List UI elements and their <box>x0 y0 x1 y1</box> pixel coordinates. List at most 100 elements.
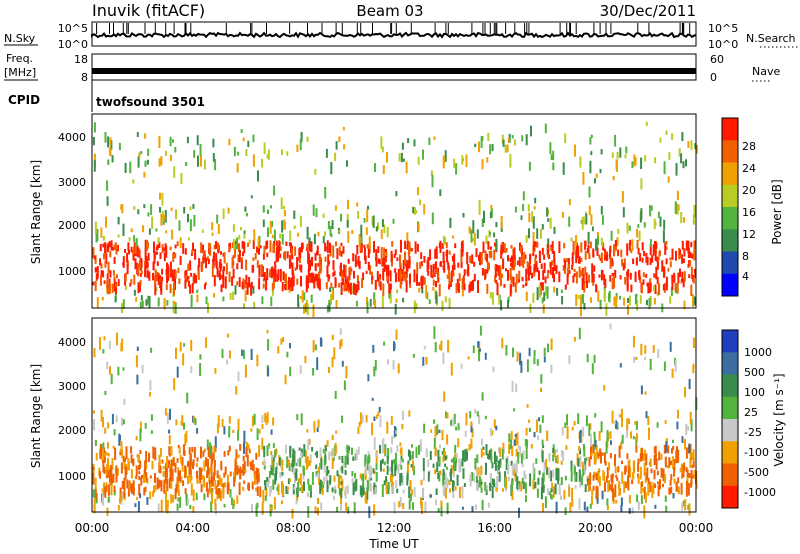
echo-mark <box>243 138 245 142</box>
echo-mark <box>230 293 232 300</box>
echo-mark <box>303 482 305 492</box>
echo-mark <box>114 486 116 492</box>
echo-mark <box>623 481 625 493</box>
echo-mark <box>235 285 237 295</box>
echo-mark <box>160 252 162 259</box>
echo-mark <box>335 279 337 286</box>
echo-mark <box>503 140 505 147</box>
echo-mark <box>382 484 384 497</box>
echo-mark <box>453 272 455 277</box>
echo-mark <box>347 507 349 514</box>
echo-mark <box>500 277 502 286</box>
echo-mark <box>250 428 252 431</box>
echo-mark <box>195 275 197 283</box>
echo-mark <box>380 281 382 290</box>
echo-mark <box>653 273 655 277</box>
echo-mark <box>126 479 128 488</box>
echo-mark <box>343 265 345 278</box>
echo-mark <box>171 459 173 471</box>
echo-mark <box>368 262 370 270</box>
echo-mark <box>371 423 373 436</box>
echo-mark <box>514 139 516 145</box>
echo-mark <box>271 267 273 278</box>
echo-mark <box>307 137 309 142</box>
echo-mark <box>490 212 492 219</box>
echo-mark <box>332 457 334 469</box>
echo-mark <box>594 413 596 418</box>
echo-mark <box>225 276 227 288</box>
velocity-cb-tick-neg1000: -1000 <box>744 486 776 499</box>
echo-mark <box>120 343 122 352</box>
echo-mark <box>499 448 501 457</box>
echo-mark <box>252 416 254 427</box>
echo-mark <box>428 472 430 482</box>
echo-mark <box>285 242 287 246</box>
echo-mark <box>214 275 216 286</box>
echo-mark <box>435 292 437 304</box>
echo-mark <box>443 236 445 245</box>
echo-mark <box>522 463 524 467</box>
echo-mark <box>283 206 285 210</box>
echo-mark <box>658 257 660 260</box>
echo-mark <box>641 495 643 504</box>
echo-mark <box>300 265 302 273</box>
echo-mark <box>630 250 632 254</box>
echo-mark <box>253 240 255 249</box>
echo-mark <box>313 205 315 216</box>
echo-mark <box>194 253 196 259</box>
echo-mark <box>665 241 667 245</box>
echo-mark <box>221 478 223 487</box>
echo-mark <box>332 487 334 492</box>
echo-mark <box>273 186 275 196</box>
echo-mark <box>472 281 474 291</box>
echo-mark <box>573 241 575 252</box>
velocity-cb-tick-25: 25 <box>744 406 758 419</box>
echo-mark <box>386 275 388 281</box>
echo-mark <box>129 237 131 241</box>
velocity-y-tick-4000: 4000 <box>58 336 86 349</box>
echo-mark <box>193 215 195 227</box>
echo-mark <box>507 145 509 153</box>
echo-mark <box>675 251 677 261</box>
echo-mark <box>355 260 357 265</box>
echo-mark <box>590 434 592 447</box>
echo-mark <box>348 277 350 282</box>
echo-mark <box>445 456 447 461</box>
echo-mark <box>580 304 582 316</box>
echo-mark <box>590 214 592 225</box>
echo-mark <box>578 295 580 300</box>
echo-mark <box>601 270 603 281</box>
echo-mark <box>601 149 603 154</box>
echo-mark <box>126 253 128 263</box>
echo-mark <box>557 455 559 464</box>
echo-mark <box>282 282 284 292</box>
echo-mark <box>237 152 239 156</box>
echo-mark <box>627 305 629 315</box>
echo-mark <box>115 283 117 287</box>
echo-mark <box>645 492 647 503</box>
echo-mark <box>106 279 108 288</box>
echo-mark <box>610 453 612 458</box>
echo-mark <box>647 257 649 265</box>
echo-mark <box>634 421 636 425</box>
echo-mark <box>243 431 245 444</box>
echo-mark <box>621 472 623 484</box>
echo-mark <box>318 420 320 424</box>
echo-mark <box>182 243 184 254</box>
echo-mark <box>190 453 192 465</box>
echo-mark <box>94 256 96 260</box>
echo-mark <box>306 429 308 432</box>
colorbar-segment <box>722 441 738 464</box>
echo-mark <box>442 301 444 311</box>
echo-mark <box>193 273 195 284</box>
echo-mark <box>464 449 466 462</box>
echo-mark <box>505 145 507 153</box>
echo-mark <box>529 162 531 171</box>
echo-mark <box>111 374 113 385</box>
echo-mark <box>496 456 498 463</box>
echo-mark <box>552 470 554 478</box>
echo-mark <box>676 482 678 492</box>
echo-mark <box>683 217 685 223</box>
echo-mark <box>547 218 549 222</box>
echo-mark <box>388 482 390 490</box>
